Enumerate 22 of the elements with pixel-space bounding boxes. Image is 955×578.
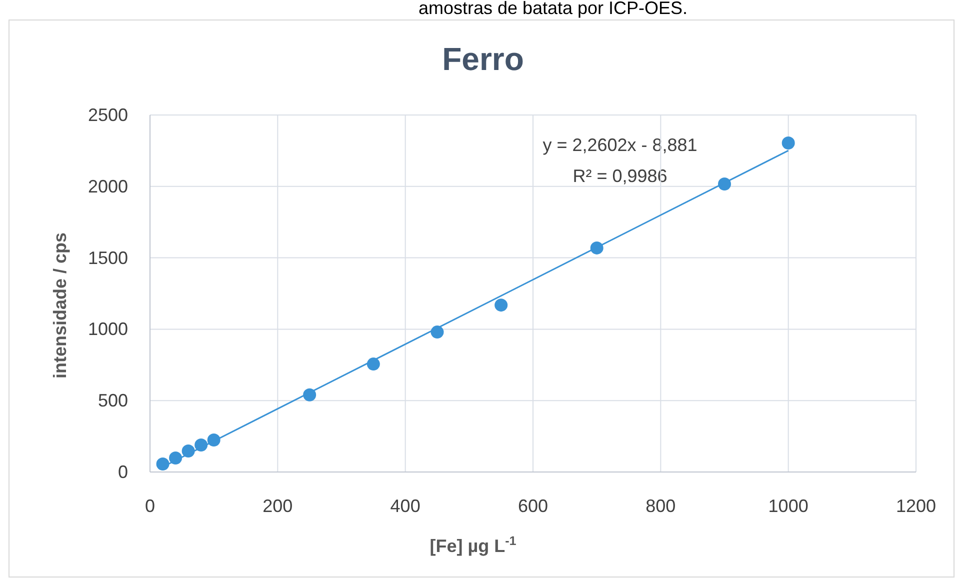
x-tick-label: 400 <box>390 496 420 516</box>
y-tick-label: 1000 <box>88 319 128 340</box>
y-tick-label: 2000 <box>88 176 128 196</box>
y-tick-label: 0 <box>118 462 128 482</box>
point <box>782 136 795 150</box>
x-tick-label: 600 <box>518 496 548 516</box>
x-tick-label: 800 <box>646 496 676 516</box>
x-axis-title: [Fe] µg L$^{-1}$ <box>430 534 516 556</box>
annotation: y = 2,2602x - 8,881 <box>542 135 698 155</box>
y-tick-label: 2500 <box>88 105 128 125</box>
x-tick-label: 1000 <box>768 496 808 516</box>
x-tick-label: 200 <box>262 496 293 516</box>
annotation: R² = 0,9986 <box>572 166 668 186</box>
x-tick-label: 0 <box>144 496 156 516</box>
point <box>156 458 170 471</box>
text: amostras de batata por ICP-OES. <box>418 0 688 18</box>
x-tick-label: 1200 <box>896 496 936 516</box>
y-tick-label: 1500 <box>88 248 128 268</box>
y-tick-label: 500 <box>98 390 128 411</box>
point <box>494 298 508 312</box>
chart-title: Ferro <box>442 41 524 77</box>
y-axis-title: intensidade / cps <box>50 232 70 379</box>
